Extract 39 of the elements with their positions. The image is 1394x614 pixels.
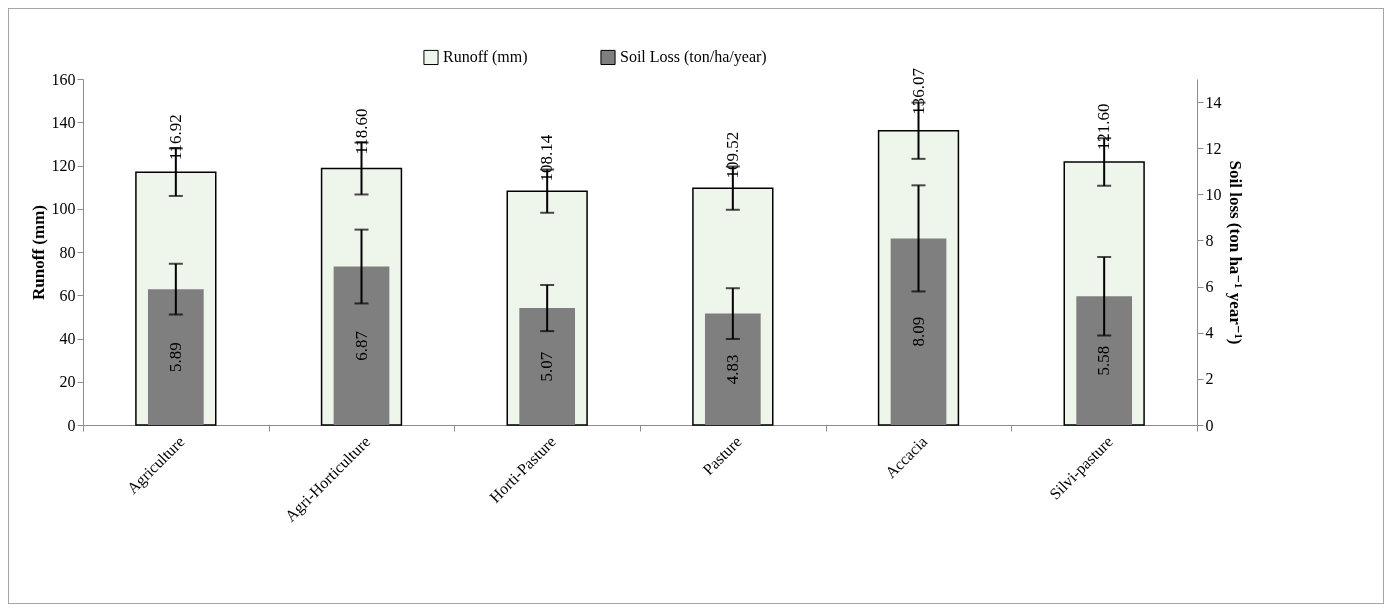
- y-tick-label: 120: [51, 157, 76, 174]
- bar: [147, 289, 204, 425]
- y2-axis-title: Soil loss (ton ha⁻¹ year⁻¹): [1225, 160, 1245, 345]
- y-tick-label: 20: [59, 373, 76, 391]
- y-tick-label: 100: [51, 200, 76, 218]
- y-tick-label: 160: [51, 70, 76, 88]
- data-label: 136.07: [908, 67, 928, 115]
- bar: [704, 313, 761, 425]
- y2-tick-label: 8: [1205, 231, 1214, 249]
- bar: [890, 238, 947, 425]
- legend-label: Soil Loss (ton/ha/year): [620, 48, 767, 67]
- y2-tick-label: 12: [1205, 139, 1222, 157]
- data-label: 108.14: [537, 134, 557, 182]
- y-tick-label: 80: [59, 243, 76, 261]
- legend-label: Runoff (mm): [443, 48, 528, 67]
- y2-tick-label: 10: [1205, 185, 1222, 203]
- data-label: 121.60: [1094, 103, 1114, 151]
- data-label: 5.07: [537, 351, 557, 382]
- data-label: 116.92: [165, 114, 185, 161]
- y2-tick-label: 4: [1205, 324, 1214, 342]
- data-label: 118.60: [351, 108, 371, 155]
- y-tick-label: 60: [59, 286, 76, 304]
- y2-tick-label: 0: [1205, 416, 1214, 434]
- y-tick-label: 40: [59, 330, 76, 347]
- y-axis-title: Runoff (mm): [28, 205, 48, 300]
- data-label: 8.09: [908, 316, 928, 347]
- bar: [1076, 296, 1133, 425]
- data-label: 109.52: [722, 131, 742, 179]
- bar: [519, 308, 576, 425]
- data-label: 5.58: [1094, 345, 1114, 376]
- y-tick-label: 0: [67, 416, 76, 434]
- data-label: 6.87: [351, 330, 371, 361]
- bar: [333, 266, 390, 425]
- data-label: 4.83: [722, 354, 742, 385]
- y2-tick-label: 14: [1205, 93, 1222, 111]
- data-label: 5.89: [165, 342, 185, 372]
- y-tick-label: 140: [51, 113, 76, 131]
- y2-tick-label: 6: [1205, 278, 1214, 296]
- y2-tick-label: 2: [1205, 370, 1214, 388]
